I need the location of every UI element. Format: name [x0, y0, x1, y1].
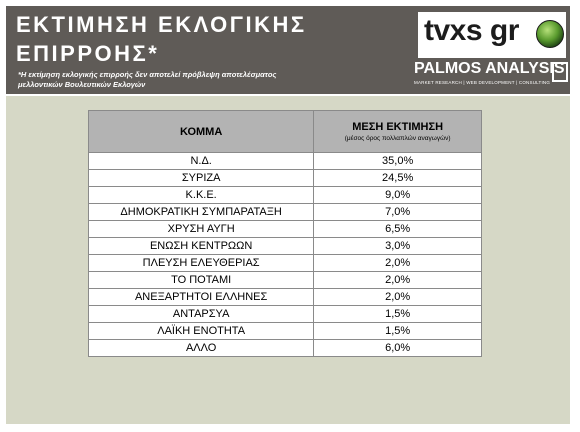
table-row: ΑΝΤΑΡΣΥΑ 1,5% — [87, 305, 482, 323]
party-cell: ΑΝΕΞΑΡΤΗΤΟΙ ΕΛΛΗΝΕΣ — [87, 288, 315, 306]
estimate-cell: 1,5% — [313, 322, 482, 340]
page-title: ΕΚΤΙΜΗΣΗ ΕΚΛΟΓΙΚΗΣ ΕΠΙΡΡΟΗΣ* — [16, 10, 346, 68]
disclaimer-line-2: μελλοντικών Βουλευτικών Εκλογών — [18, 80, 146, 89]
table-row: ΤΟ ΠΟΤΑΜΙ 2,0% — [87, 271, 482, 289]
palmos-square-icon — [552, 62, 568, 82]
estimate-cell: 2,0% — [313, 288, 482, 306]
table-row: Κ.Κ.Ε. 9,0% — [87, 186, 482, 204]
globe-icon — [536, 20, 564, 48]
tvxs-logo-text: tvxs gr — [424, 14, 519, 47]
palmos-logo-text: PALMOS ANALYSIS — [414, 60, 565, 77]
table-row: ΕΝΩΣΗ ΚΕΝΤΡΩΩΝ 3,0% — [87, 237, 482, 255]
table-row: Ν.Δ. 35,0% — [87, 152, 482, 170]
estimate-cell: 1,5% — [313, 305, 482, 323]
title-line-1: ΕΚΤΙΜΗΣΗ ΕΚΛΟΓΙΚΗΣ — [16, 12, 307, 37]
estimate-cell: 24,5% — [313, 169, 482, 187]
header-party-label: ΚΟΜΜΑ — [180, 125, 223, 138]
estimate-table: ΚΟΜΜΑ ΜΕΣΗ ΕΚΤΙΜΗΣΗ (μέσος όρος πολλαπλώ… — [87, 110, 482, 357]
party-cell: ΣΥΡΙΖΑ — [87, 169, 315, 187]
estimate-cell: 2,0% — [313, 271, 482, 289]
table-row: ΑΝΕΞΑΡΤΗΤΟΙ ΕΛΛΗΝΕΣ 2,0% — [87, 288, 482, 306]
table-row: ΠΛΕΥΣΗ ΕΛΕΥΘΕΡΙΑΣ 2,0% — [87, 254, 482, 272]
party-cell: ΕΝΩΣΗ ΚΕΝΤΡΩΩΝ — [87, 237, 315, 255]
palmos-tagline: MARKET RESEARCH | WEB DEVELOPMENT | CONS… — [414, 80, 551, 85]
party-cell: ΑΝΤΑΡΣΥΑ — [87, 305, 315, 323]
header-estimate-sub: (μέσος όρος πολλαπλών αναγωγών) — [344, 135, 451, 142]
party-cell: ΤΟ ΠΟΤΑΜΙ — [87, 271, 315, 289]
party-cell: ΠΛΕΥΣΗ ΕΛΕΥΘΕΡΙΑΣ — [87, 254, 315, 272]
palmos-analysis-logo: PALMOS ANALYSIS MARKET RESEARCH | WEB DE… — [412, 60, 572, 90]
estimate-cell: 3,0% — [313, 237, 482, 255]
table-row: ΣΥΡΙΖΑ 24,5% — [87, 169, 482, 187]
table-header-row: ΚΟΜΜΑ ΜΕΣΗ ΕΚΤΙΜΗΣΗ (μέσος όρος πολλαπλώ… — [87, 110, 482, 153]
party-cell: Κ.Κ.Ε. — [87, 186, 315, 204]
table-body: Ν.Δ. 35,0% ΣΥΡΙΖΑ 24,5% Κ.Κ.Ε. 9,0% ΔΗΜΟΚΡΑΤΙΚ… — [87, 152, 482, 357]
party-cell: ΧΡΥΣΗ ΑΥΓΗ — [87, 220, 315, 238]
estimate-cell: 6,0% — [313, 339, 482, 357]
estimate-cell: 6,5% — [313, 220, 482, 238]
party-cell: ΔΗΜΟΚΡΑΤΙΚΗ ΣΥΜΠΑΡΑΤΑΞΗ — [87, 203, 315, 221]
table-row: ΛΑΪΚΗ ΕΝΟΤΗΤΑ 1,5% — [87, 322, 482, 340]
estimate-cell: 2,0% — [313, 254, 482, 272]
estimate-cell: 9,0% — [313, 186, 482, 204]
table-row: ΔΗΜΟΚΡΑΤΙΚΗ ΣΥΜΠΑΡΑΤΑΞΗ 7,0% — [87, 203, 482, 221]
party-cell: ΑΛΛΟ — [87, 339, 315, 357]
party-cell: ΛΑΪΚΗ ΕΝΟΤΗΤΑ — [87, 322, 315, 340]
party-cell: Ν.Δ. — [87, 152, 315, 170]
table-row: ΑΛΛΟ 6,0% — [87, 339, 482, 357]
estimate-cell: 35,0% — [313, 152, 482, 170]
title-line-2: ΕΠΙΡΡΟΗΣ* — [16, 41, 160, 66]
header-party: ΚΟΜΜΑ — [87, 110, 315, 153]
estimate-cell: 7,0% — [313, 203, 482, 221]
header-estimate: ΜΕΣΗ ΕΚΤΙΜΗΣΗ (μέσος όρος πολλαπλών αναγ… — [313, 110, 482, 153]
header-estimate-label: ΜΕΣΗ ΕΚΤΙΜΗΣΗ — [352, 121, 444, 133]
header-banner: ΕΚΤΙΜΗΣΗ ΕΚΛΟΓΙΚΗΣ ΕΠΙΡΡΟΗΣ* *Η εκτίμηση… — [6, 6, 570, 94]
table-row: ΧΡΥΣΗ ΑΥΓΗ 6,5% — [87, 220, 482, 238]
disclaimer-note: *Η εκτίμηση εκλογικής επιρροής δεν αποτε… — [18, 70, 358, 90]
tvxs-logo: tvxs gr — [418, 12, 566, 58]
disclaimer-line-1: *Η εκτίμηση εκλογικής επιρροής δεν αποτε… — [18, 70, 277, 79]
